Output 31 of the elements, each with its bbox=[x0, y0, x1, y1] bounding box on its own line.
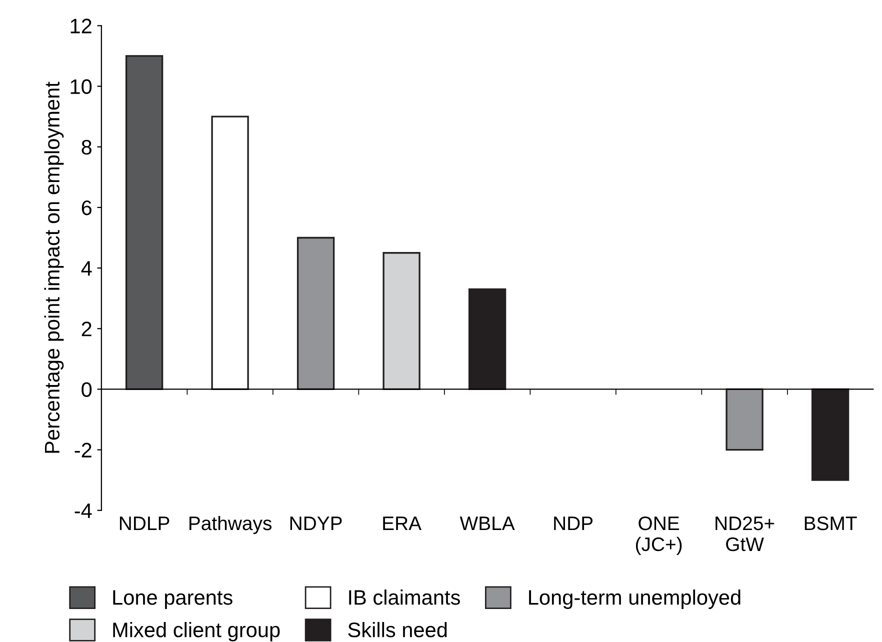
bar bbox=[811, 388, 850, 481]
y-axis-title: Percentage point impact on employment bbox=[44, 82, 64, 453]
bar bbox=[468, 288, 506, 390]
x-tick-label: BSMT bbox=[804, 516, 857, 530]
legend-label: IB claimants bbox=[349, 590, 460, 605]
y-tick-label: 10 bbox=[70, 79, 92, 94]
x-tick-label: NDP bbox=[554, 516, 593, 530]
legend-label: Mixed client group bbox=[113, 622, 280, 642]
legend-label: Skills need bbox=[348, 622, 447, 638]
y-tick-label: -4 bbox=[74, 504, 92, 518]
y-tick-label: 6 bbox=[82, 200, 92, 216]
bar bbox=[382, 252, 420, 390]
y-tick-label: 2 bbox=[82, 322, 92, 336]
x-tick-label: WBLA bbox=[460, 516, 515, 530]
bar bbox=[125, 55, 164, 390]
legend-label: Long-term unemployed bbox=[529, 590, 740, 609]
y-tick-label: 12 bbox=[70, 18, 92, 34]
y-tick-label: 8 bbox=[82, 140, 92, 155]
x-tick-label: NDLP bbox=[120, 516, 170, 530]
x-tick-label: Pathways bbox=[190, 516, 272, 534]
bar bbox=[726, 388, 764, 451]
bar bbox=[296, 236, 335, 390]
x-tick-label: ONE (JC+) bbox=[636, 516, 682, 556]
x-tick-label: ND25+ GtW bbox=[716, 516, 774, 552]
x-tick-label: NDYP bbox=[290, 516, 342, 530]
x-tick-label: ERA bbox=[383, 516, 422, 530]
y-tick-label: -2 bbox=[74, 442, 92, 458]
bar bbox=[211, 116, 249, 390]
legend-label: Lone parents bbox=[113, 590, 232, 609]
y-tick-label: 0 bbox=[82, 382, 92, 397]
y-tick-label: 4 bbox=[81, 261, 92, 276]
